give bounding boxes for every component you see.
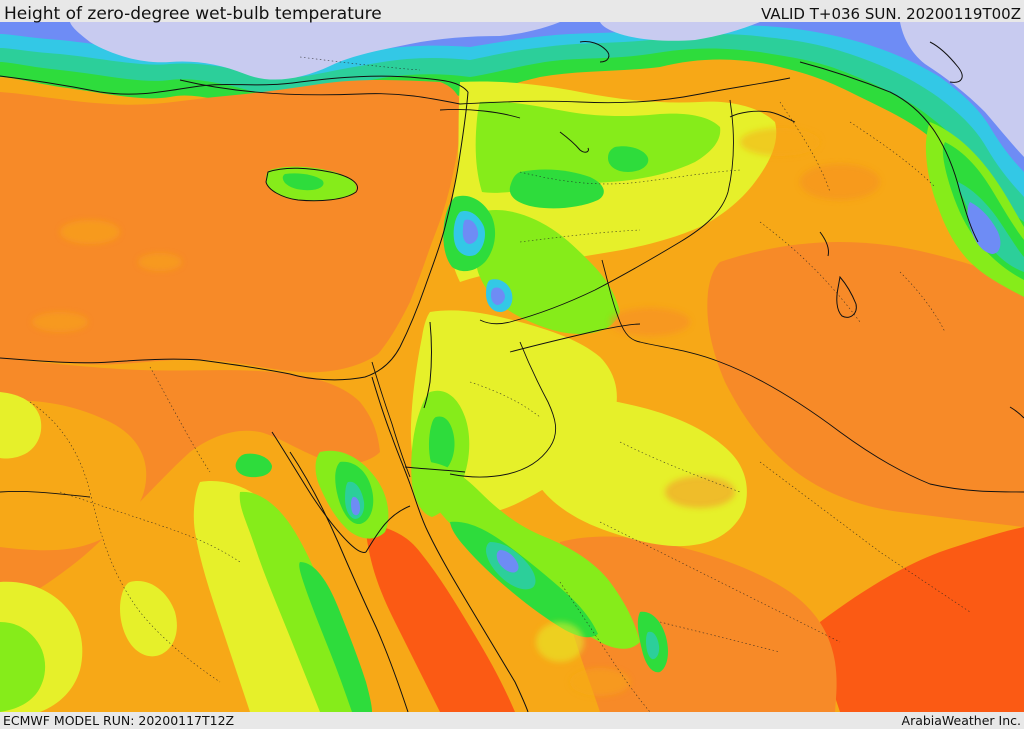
province-borders	[29, 56, 971, 712]
arabia-orange-east	[707, 242, 1024, 527]
credit-label: ArabiaWeather Inc.	[901, 713, 1021, 728]
sinai-cold	[235, 450, 389, 539]
texture-blobs	[32, 128, 880, 696]
weather-map[interactable]	[0, 22, 1024, 712]
libya-west-yellow	[0, 392, 42, 459]
country-borders	[0, 77, 1024, 498]
map-title: Height of zero-degree wet-bulb temperatu…	[4, 4, 382, 24]
footer-bar: ECMWF MODEL RUN: 20200117T12Z ArabiaWeat…	[0, 712, 1024, 729]
red-sea-hot	[365, 522, 515, 712]
hejaz-green-belt	[411, 390, 668, 673]
model-run-label: ECMWF MODEL RUN: 20200117T12Z	[3, 713, 235, 728]
iran-green-edge	[925, 122, 1024, 297]
mediterranean-sea	[0, 80, 463, 373]
coastlines	[0, 41, 1024, 712]
arabia-southeast-hot	[820, 527, 1024, 712]
map-canvas	[0, 22, 1024, 712]
header-bar: Height of zero-degree wet-bulb temperatu…	[0, 0, 1024, 24]
levant-cold-patches	[443, 81, 777, 334]
arabia-yellow-mid	[515, 396, 747, 547]
cyprus-patch	[266, 166, 357, 201]
north-cold-band	[0, 22, 1024, 252]
valid-time: VALID T+036 SUN. 20200119T00Z	[761, 5, 1021, 23]
arabia-orange-south	[558, 536, 837, 712]
